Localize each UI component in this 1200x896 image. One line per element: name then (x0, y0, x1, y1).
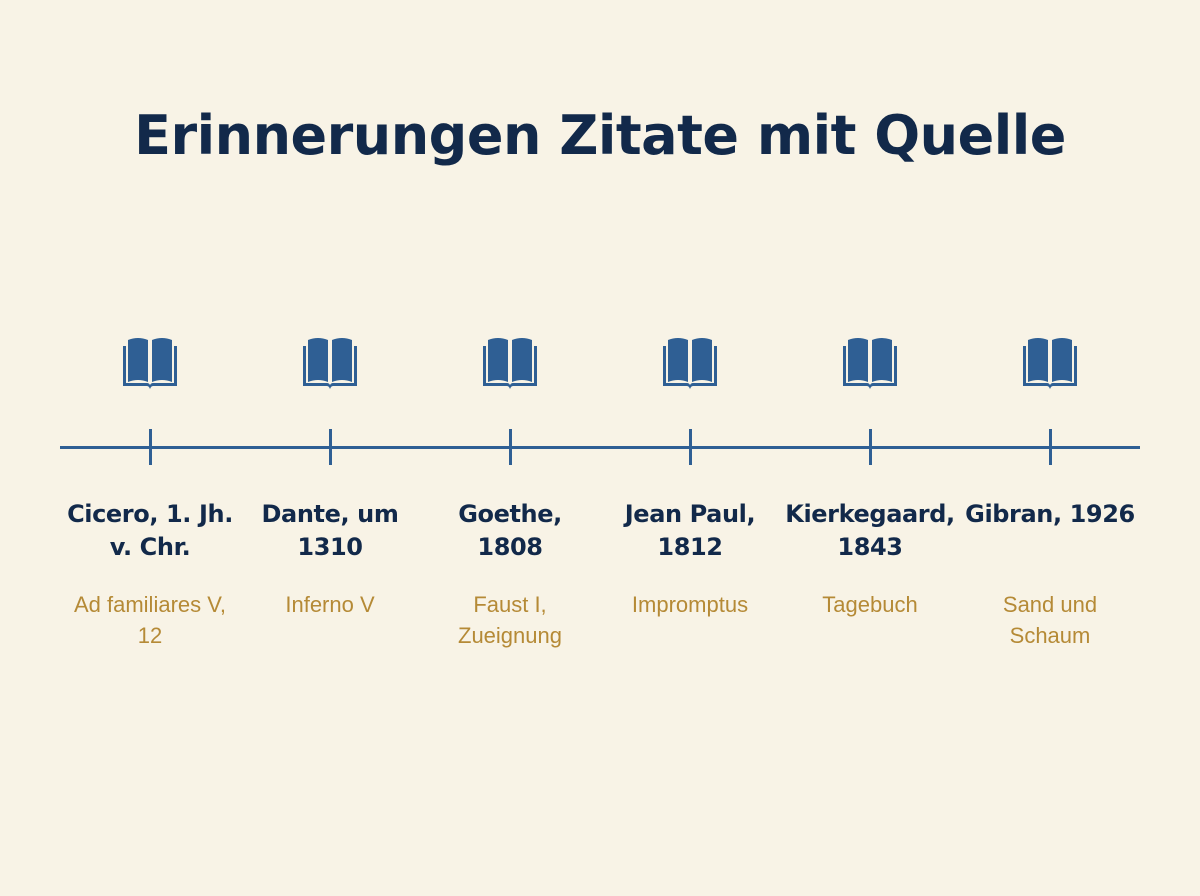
author-date-label: Dante, um 1310 (261, 500, 399, 561)
timeline-tick (869, 429, 872, 465)
source-label: Faust I, Zueignung (458, 592, 562, 648)
open-book-icon (303, 338, 357, 389)
source-label: Ad familiares V, 12 (73, 592, 227, 648)
open-book-icon (843, 338, 897, 389)
timeline-event: Kierkegaard, 1843 Tagebuch (785, 330, 955, 670)
timeline-event: Gibran, 1926 Sand und Schaum (965, 330, 1135, 670)
open-book-icon (483, 338, 537, 389)
timeline-tick (689, 429, 692, 465)
author-date-label: Gibran, 1926 (965, 500, 1135, 528)
source-label: Tagebuch (822, 592, 918, 617)
author-date-label: Goethe, 1808 (458, 500, 562, 561)
author-date-label: Cicero, 1. Jh. v. Chr. (67, 500, 233, 561)
timeline-event: Cicero, 1. Jh. v. Chr. Ad familiares V, … (65, 330, 235, 670)
author-date-label: Jean Paul, 1812 (624, 500, 756, 561)
timeline-tick (329, 429, 332, 465)
open-book-icon (1023, 338, 1077, 389)
timeline-event: Jean Paul, 1812 Impromptus (605, 330, 775, 670)
timeline-axis (60, 446, 1140, 449)
author-date-label: Kierkegaard, 1843 (785, 500, 955, 561)
source-label: Sand und Schaum (1002, 592, 1098, 648)
timeline-event: Goethe, 1808 Faust I, Zueignung (425, 330, 595, 670)
open-book-icon (663, 338, 717, 389)
timeline-event: Dante, um 1310 Inferno V (245, 330, 415, 670)
timeline-tick (1049, 429, 1052, 465)
open-book-icon (123, 338, 177, 389)
timeline-tick (149, 429, 152, 465)
page-title: Erinnerungen Zitate mit Quelle (134, 104, 1066, 167)
timeline-tick (509, 429, 512, 465)
source-label: Impromptus (631, 592, 749, 617)
source-label: Inferno V (285, 592, 375, 617)
